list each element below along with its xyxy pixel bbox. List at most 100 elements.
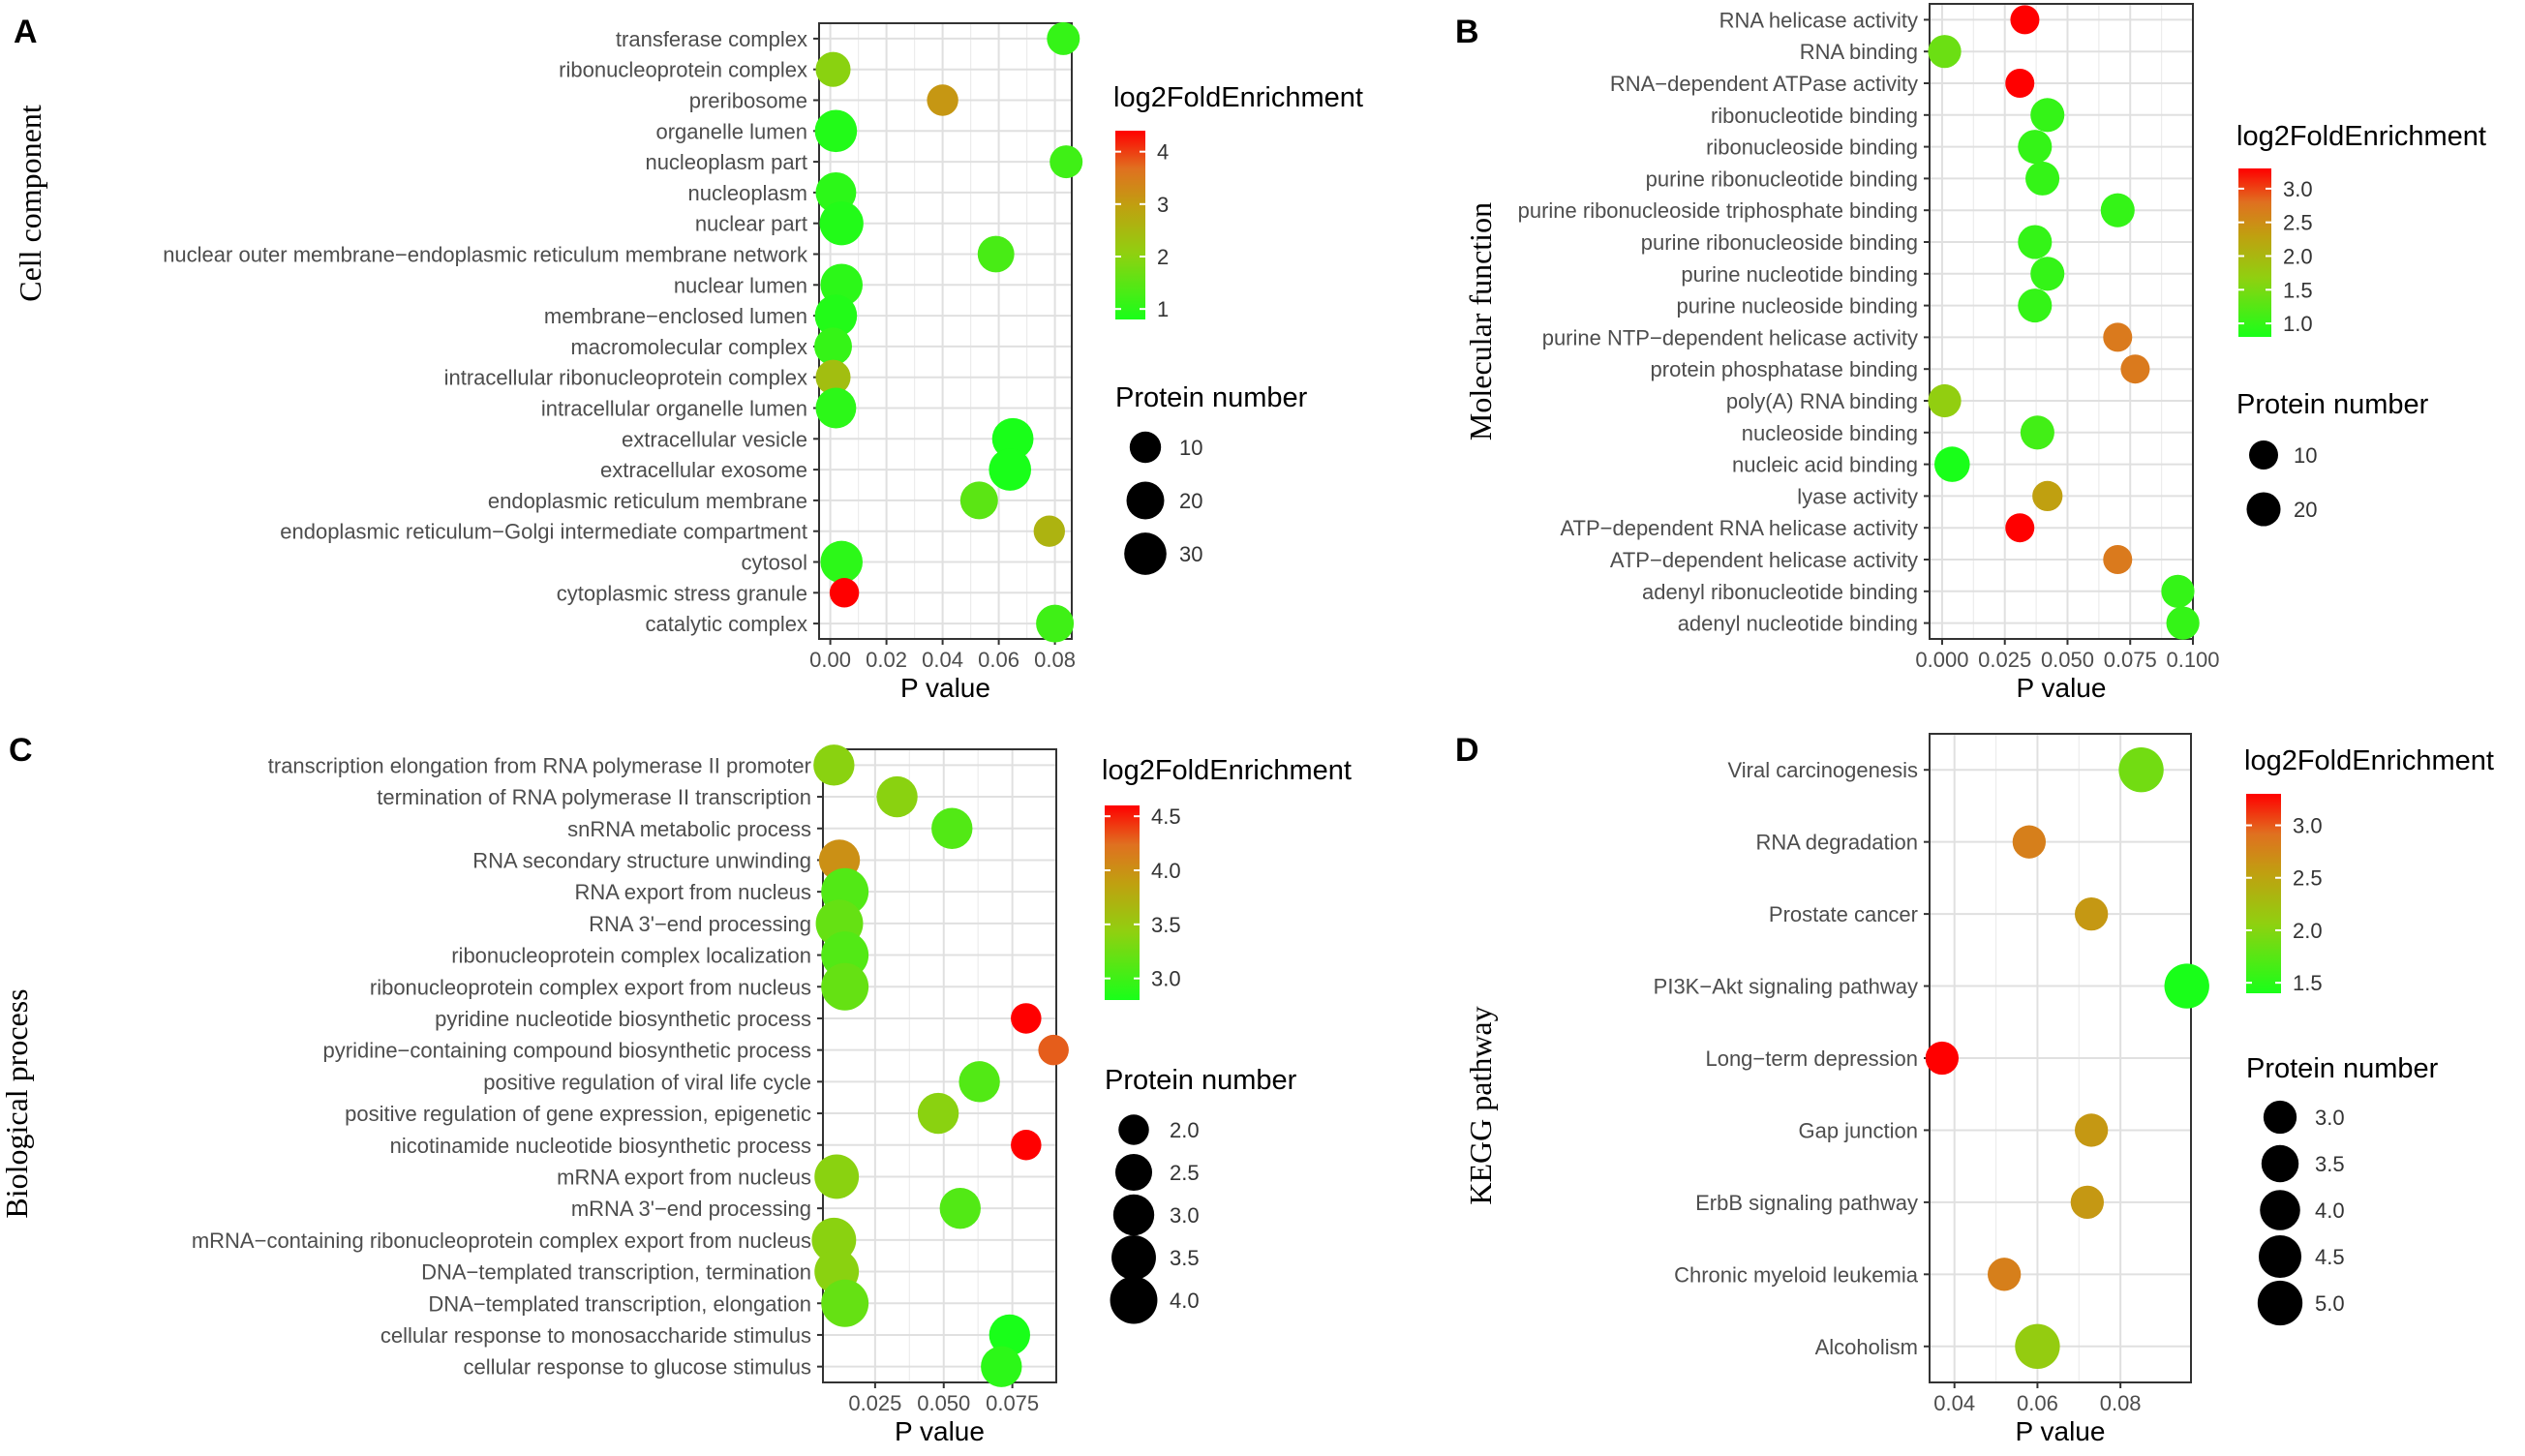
data-point [1050, 145, 1083, 179]
size-legend: Protein number 2.0 2.5 3.0 3.5 4.0 [1105, 1065, 1297, 1324]
x-tick-label: 0.06 [2017, 1391, 2058, 1415]
size-legend-label: 30 [1179, 542, 1202, 566]
x-tick-label: 0.02 [866, 648, 907, 672]
x-tick-labels: 0.025 0.050 0.075 [848, 1382, 1039, 1415]
color-bar-label: 4.5 [1151, 804, 1181, 829]
y-tick-label: snRNA metabolic process [567, 817, 811, 841]
data-point [1038, 1034, 1069, 1066]
size-legend-dot [1124, 532, 1167, 575]
data-point [959, 481, 998, 520]
data-point [2012, 825, 2047, 859]
panel-letter: C [9, 732, 33, 769]
y-tick-label: transferase complex [616, 27, 807, 51]
y-tick-label: macromolecular complex [570, 335, 807, 359]
y-tick-label: nuclear outer membrane−endoplasmic retic… [163, 243, 808, 267]
data-point [2025, 161, 2060, 196]
x-tick-label: 0.04 [922, 648, 963, 672]
y-tick-label: nucleoplasm [687, 181, 807, 205]
color-bar-label: 2.0 [2293, 919, 2323, 943]
plot-background [819, 23, 1072, 639]
data-point [991, 417, 1034, 460]
y-tick-label: purine nucleotide binding [1681, 262, 1918, 287]
color-legend: log2FoldEnrichment 1.0 1.5 2.0 2.5 3.0 [2236, 121, 2486, 337]
data-point [2074, 1113, 2109, 1147]
data-point [814, 109, 858, 153]
y-tick-label: RNA 3'−end processing [589, 912, 811, 936]
size-legend-label: 4.0 [2315, 1198, 2345, 1223]
data-point [2005, 513, 2035, 543]
data-point [917, 1092, 959, 1135]
y-tick-label: DNA−templated transcription, elongation [428, 1291, 811, 1316]
data-point [815, 387, 857, 429]
color-bar-label: 3.0 [2293, 814, 2323, 838]
color-bar [2246, 794, 2281, 993]
size-legend-dot [1118, 1114, 1149, 1145]
y-tick-label: preribosome [689, 89, 807, 113]
size-legend-dot [2258, 1234, 2302, 1279]
data-point [2164, 963, 2209, 1009]
size-legend-title: Protein number [1115, 382, 1308, 413]
size-legend-dot [1126, 481, 1165, 520]
y-tick-label: mRNA export from nucleus [557, 1165, 811, 1189]
y-tick-label: RNA helicase activity [1719, 8, 1918, 32]
data-point [2103, 322, 2133, 352]
data-point [2018, 130, 2053, 165]
x-axis-title: P value [2017, 673, 2107, 703]
size-legend-dot [1110, 1276, 1158, 1324]
plot-border [822, 748, 1057, 1383]
plot-border [1929, 3, 2194, 640]
y-tick-label: cytoplasmic stress granule [557, 581, 807, 605]
color-bar-label: 4 [1157, 140, 1169, 165]
y-tick-label: ATP−dependent helicase activity [1610, 548, 1918, 572]
size-legend-title: Protein number [2236, 389, 2429, 420]
color-bar [1105, 805, 1140, 1000]
y-tick-label: pyridine nucleotide biosynthetic process [435, 1007, 811, 1031]
x-tick-label: 0.075 [986, 1391, 1039, 1415]
panel-b: B RNA helicase activity RNA binding RNA−dep… [1455, 3, 2486, 703]
y-tick-label: adenyl nucleotide binding [1678, 612, 1918, 636]
y-tick-label: nucleoplasm part [645, 150, 807, 174]
data-point [2074, 896, 2109, 931]
data-points [811, 744, 1069, 1387]
y-tick-label: extracellular vesicle [622, 427, 807, 451]
size-legend-dot [2249, 440, 2278, 470]
y-tick-label: RNA−dependent ATPase activity [1610, 72, 1918, 96]
color-legend: log2FoldEnrichment 1 2 3 4 [1113, 82, 1363, 321]
size-legend-label: 10 [1179, 436, 1202, 460]
y-tick-label: poly(A) RNA binding [1726, 389, 1918, 413]
y-axis-title: Biological process [0, 988, 34, 1218]
data-point [1011, 1003, 1042, 1034]
data-point [821, 962, 869, 1011]
data-point [1033, 515, 1065, 547]
y-axis-title: KEGG pathway [1463, 1006, 1498, 1204]
y-tick-label: purine NTP−dependent helicase activity [1542, 325, 1918, 349]
y-tick-label: adenyl ribonucleotide binding [1642, 580, 1918, 604]
color-bar-label: 2.5 [2293, 866, 2323, 891]
panel-letter: B [1455, 14, 1479, 50]
y-tick-labels: RNA helicase activity RNA binding RNA−depe… [1518, 8, 1930, 636]
y-tick-label: mRNA 3'−end processing [571, 1197, 811, 1221]
size-legend-label: 5.0 [2315, 1291, 2345, 1316]
y-tick-label: purine nucleoside binding [1676, 294, 1918, 318]
y-tick-labels: Viral carcinogenesis RNA degradation Prost… [1654, 758, 1930, 1359]
data-point [2005, 69, 2035, 98]
y-tick-label: DNA−templated transcription, termination [421, 1260, 811, 1285]
y-tick-label: ATP−dependent RNA helicase activity [1560, 516, 1918, 540]
data-point [1928, 383, 1962, 418]
plot-background [823, 749, 1056, 1382]
data-point [981, 1346, 1022, 1387]
size-legend-dot [1114, 1153, 1153, 1192]
size-legend-dot [2246, 492, 2281, 527]
y-tick-label: Long−term depression [1705, 1046, 1918, 1071]
data-point [1928, 35, 1962, 69]
y-tick-label: ribonucleoside binding [1706, 136, 1918, 160]
panel-d: D Viral carcinogenesis RNA degradation Pros… [1455, 732, 2494, 1446]
x-tick-label: 0.025 [1978, 648, 2031, 672]
data-point [1036, 604, 1075, 643]
color-bar-label: 1.5 [2293, 971, 2323, 995]
data-point [821, 1279, 869, 1327]
x-tick-label: 0.050 [2041, 648, 2094, 672]
y-tick-label: nicotinamide nucleotide biosynthetic pro… [390, 1134, 811, 1158]
x-tick-label: 0.06 [978, 648, 1019, 672]
